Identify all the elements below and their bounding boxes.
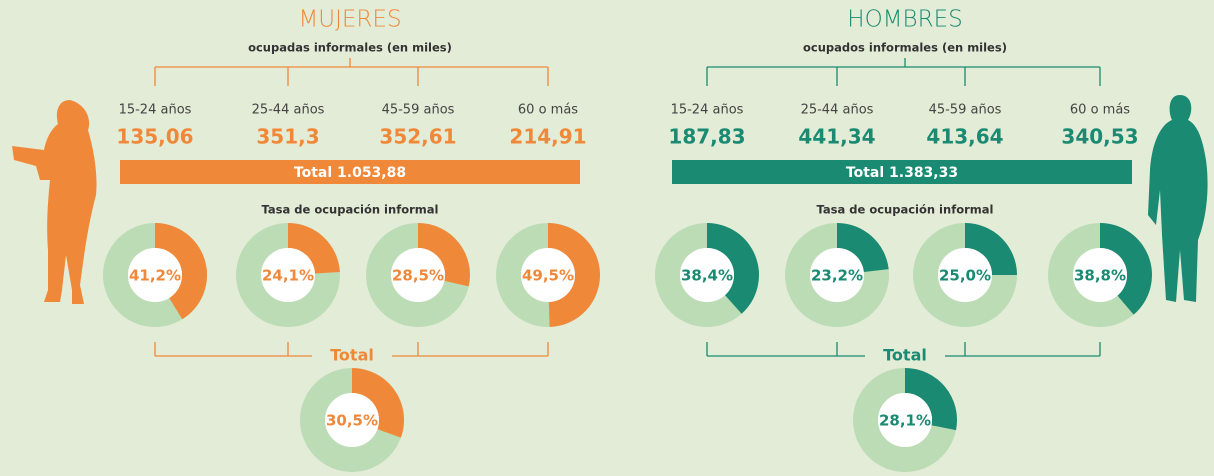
age-group: 25-44 años: [801, 103, 874, 118]
donut-segment: [352, 368, 404, 438]
donut-segment: [288, 223, 340, 274]
count: 214,91: [509, 125, 586, 149]
donut-segment: [905, 368, 957, 431]
donut-hole: [878, 393, 932, 447]
rate-title: Tasa de ocupación informal: [262, 203, 439, 217]
donut-hole: [938, 248, 992, 302]
donut-segment: [1100, 223, 1152, 315]
count: 340,53: [1061, 125, 1138, 149]
total-rate-title: Total: [883, 346, 927, 365]
donut-label: 28,5%: [392, 267, 444, 285]
donut-label: 23,2%: [811, 267, 863, 285]
total-bar-label: Total 1.053,88: [294, 165, 406, 181]
age-group: 25-44 años: [252, 103, 325, 118]
rate-title: Tasa de ocupación informal: [817, 203, 994, 217]
total-rate-title: Total: [330, 346, 374, 365]
age-group: 45-59 años: [929, 103, 1002, 118]
donut-segment: [965, 223, 1017, 275]
donut-hole: [391, 248, 445, 302]
count: 441,34: [798, 125, 875, 149]
donut-segment: [155, 223, 208, 320]
donut-hole: [521, 248, 575, 302]
donut-hole: [680, 248, 734, 302]
section-title: MUJERES: [298, 7, 401, 33]
section-subtitle: ocupadas informales (en miles): [248, 41, 452, 55]
count: 351,3: [256, 125, 319, 149]
total-bar: [120, 160, 580, 184]
count: 352,61: [379, 125, 456, 149]
donut-segment: [548, 223, 600, 327]
donut-label: 28,1%: [879, 412, 931, 430]
donut-segment: [418, 223, 471, 287]
donut-hole: [325, 393, 379, 447]
total-bar: [672, 160, 1132, 184]
count: 187,83: [668, 125, 745, 149]
count: 413,64: [926, 125, 1003, 149]
section-title: HOMBRES: [847, 7, 962, 33]
donut-label: 24,1%: [262, 267, 314, 285]
age-group: 15-24 años: [119, 103, 192, 118]
donut-hole: [1073, 248, 1127, 302]
donut-label: 25,0%: [939, 267, 991, 285]
donut-label: 30,5%: [326, 412, 378, 430]
woman-silhouette: [12, 100, 97, 304]
donut-hole: [810, 248, 864, 302]
donut-segment: [707, 223, 760, 314]
donut-hole: [128, 248, 182, 302]
donut-label: 49,5%: [522, 267, 574, 285]
age-group: 15-24 años: [671, 103, 744, 118]
man-silhouette: [1148, 95, 1208, 302]
count: 135,06: [116, 125, 193, 149]
donut-segment: [837, 223, 889, 272]
donut-hole: [261, 248, 315, 302]
donut-label: 41,2%: [129, 267, 181, 285]
age-group: 60 o más: [518, 103, 578, 118]
donut-label: 38,8%: [1074, 267, 1126, 285]
age-group: 60 o más: [1070, 103, 1130, 118]
section-subtitle: ocupados informales (en miles): [803, 41, 1007, 55]
total-bar-label: Total 1.383,33: [846, 165, 958, 181]
donut-label: 38,4%: [681, 267, 733, 285]
age-group: 45-59 años: [382, 103, 455, 118]
